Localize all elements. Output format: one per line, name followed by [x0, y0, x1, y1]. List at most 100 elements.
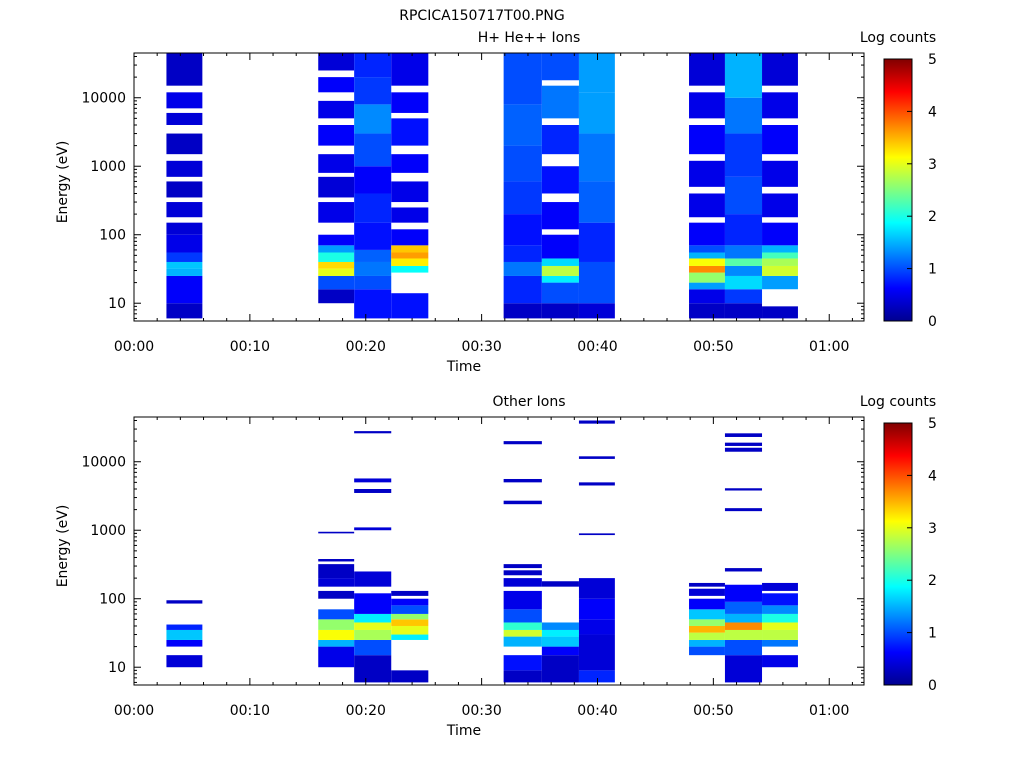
heatmap-cell — [724, 508, 763, 512]
colorbar-tick-label: 0 — [928, 314, 937, 330]
heatmap-cell — [762, 593, 798, 606]
heatmap-cell — [166, 261, 203, 269]
heatmap-cell — [503, 570, 542, 576]
heatmap-cell — [724, 303, 763, 319]
heatmap-cell — [689, 258, 725, 266]
heatmap-cell — [391, 605, 429, 614]
heatmap-cell — [166, 133, 203, 155]
heatmap-cell — [689, 222, 725, 246]
colorbar — [883, 58, 913, 322]
x-axis-label: Time — [446, 723, 481, 739]
heatmap-cell — [354, 289, 392, 319]
heatmap-cell — [762, 605, 798, 614]
heatmap-cell — [354, 193, 392, 223]
colorbar-tick-label: 1 — [928, 626, 937, 642]
heatmap-cell — [391, 207, 429, 223]
colorbar-label: Log counts — [860, 30, 936, 46]
heatmap-cell — [354, 489, 392, 493]
heatmap-cell — [354, 639, 392, 656]
heatmap-cell — [166, 624, 203, 630]
heatmap-cell — [354, 622, 392, 630]
heatmap-cell — [578, 598, 615, 620]
heatmap-cell — [503, 609, 542, 623]
heatmap-cell — [503, 655, 542, 671]
heatmap-cell — [689, 272, 725, 283]
heatmap-cell — [318, 590, 355, 599]
heatmap-cell — [503, 303, 542, 319]
heatmap-cell — [578, 578, 615, 599]
y-tick-label: 1000 — [90, 523, 126, 539]
heatmap-cell — [166, 234, 203, 253]
panel-title: Other Ions — [492, 394, 565, 410]
heatmap-cell — [166, 92, 203, 109]
heatmap-cell — [166, 112, 203, 125]
heatmap-cell — [318, 559, 355, 562]
heatmap-cell — [541, 53, 579, 81]
heatmap-cell — [689, 646, 725, 656]
heatmap-cell — [503, 564, 542, 569]
heatmap-cell — [503, 261, 542, 276]
heatmap-cell — [578, 92, 615, 134]
heatmap-cell — [578, 619, 615, 635]
heatmap-cell — [318, 629, 355, 640]
heatmap-cell — [762, 639, 798, 647]
heatmap-cell — [578, 133, 615, 182]
colorbar-tick-label: 2 — [928, 209, 937, 225]
figure-title: RPCICA150717T00.PNG — [399, 8, 564, 24]
x-tick-label: 00:20 — [346, 339, 386, 355]
heatmap-cell — [318, 176, 355, 198]
heatmap-cell — [578, 303, 615, 319]
heatmap-cell — [689, 632, 725, 640]
colorbar-tick-label: 0 — [928, 678, 937, 694]
heatmap-cell — [354, 249, 392, 262]
heatmap-cell — [391, 229, 429, 246]
heatmap-cell — [391, 613, 429, 620]
heatmap-cell — [689, 282, 725, 290]
heatmap-cell — [354, 222, 392, 250]
x-tick-label: 00:50 — [693, 703, 733, 719]
heatmap-cell — [724, 258, 763, 266]
y-tick-label: 100 — [99, 228, 126, 244]
heatmap-cell — [689, 588, 725, 596]
heatmap-cell — [578, 482, 615, 486]
heatmap-cell — [318, 609, 355, 620]
x-tick-label: 00:30 — [461, 703, 501, 719]
heatmap-cell — [354, 431, 392, 434]
heatmap-cell — [503, 578, 542, 587]
heatmap-cell — [541, 636, 579, 647]
heatmap-cell — [541, 282, 579, 304]
heatmap-cell — [724, 265, 763, 276]
heatmap-cell — [689, 609, 725, 620]
heatmap-cell — [578, 420, 615, 424]
heatmap-cell — [724, 655, 763, 683]
heatmap-cell — [318, 564, 355, 579]
heatmap-cell — [166, 655, 203, 668]
heatmap-cell — [354, 133, 392, 167]
heatmap-cell — [166, 629, 203, 640]
heatmap-cell — [354, 53, 392, 78]
heatmap-cell — [724, 433, 763, 437]
heatmap-cell — [503, 214, 542, 246]
heatmap-cell — [354, 478, 392, 483]
heatmap-cell — [724, 601, 763, 614]
heatmap-cell — [541, 85, 579, 119]
heatmap-cell — [762, 306, 798, 319]
heatmap-cell — [354, 593, 392, 614]
heatmap-cells — [166, 53, 798, 319]
heatmap-cell — [541, 622, 579, 630]
heatmap-cell — [503, 478, 542, 483]
heatmap-cell — [724, 622, 763, 630]
heatmap-cell — [724, 639, 763, 656]
heatmap-cell — [762, 92, 798, 119]
heatmap-cell — [166, 202, 203, 218]
heatmap-cell — [318, 531, 355, 534]
heatmap-cell — [391, 53, 429, 86]
heatmap-cell — [541, 258, 579, 266]
heatmap-cell — [391, 245, 429, 253]
heatmap-cell — [724, 214, 763, 246]
heatmap-cell — [724, 275, 763, 290]
heatmap-cell — [391, 293, 429, 319]
heatmap-cell — [166, 160, 203, 177]
y-tick-label: 10 — [108, 296, 126, 312]
